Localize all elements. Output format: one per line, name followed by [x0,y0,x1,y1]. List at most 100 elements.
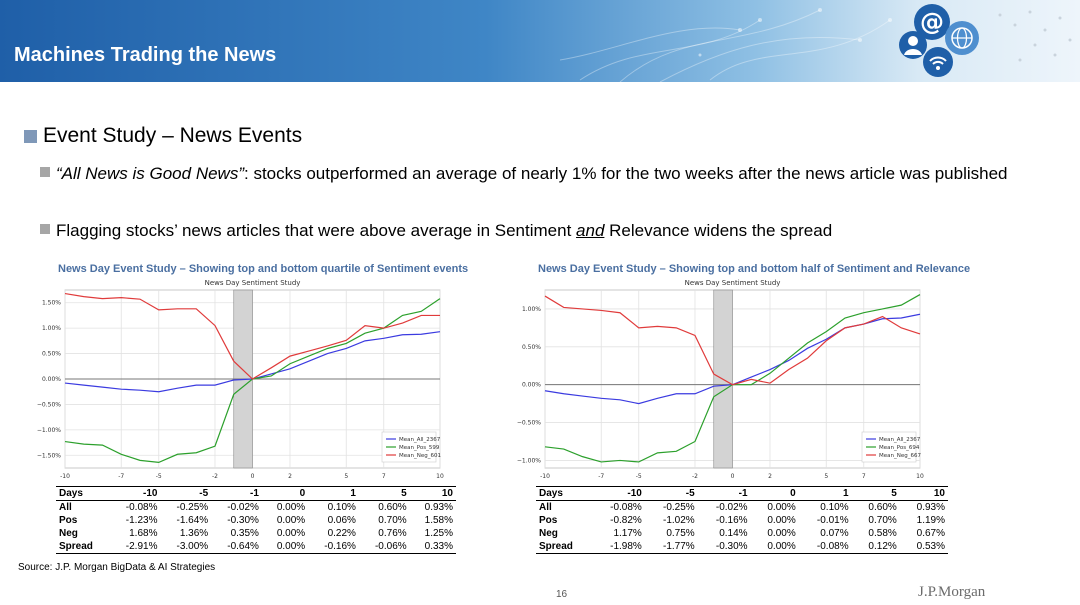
x-tick-label: -5 [156,473,162,480]
x-tick-label: -2 [212,473,218,480]
table-cell: 0.35% [230,528,259,539]
table-cell: 0.00% [750,540,799,554]
table-cell: 0.10% [820,502,849,513]
table-header-cell: 0 [261,486,309,501]
bullet-2-before: Flagging stocks’ news articles that were… [56,221,577,240]
y-tick-label: 0.50% [42,351,61,358]
y-tick-label: −1.00% [37,427,61,434]
bullet-1-text: “All News is Good News”: stocks outperfo… [56,162,1008,185]
chart-subtitle: News Day Sentiment Study [685,279,781,287]
y-tick-label: 0.50% [522,344,541,351]
table-cell: -2.91% [109,540,161,554]
table-cell: 0.33% [409,540,456,554]
chart-2-table: Days -10 -5 -1 0 1 5 10 All -0.08% -0.25% -0.02% 0.… [536,486,948,554]
chart-legend: Mean_All_2367 Mean_Pos_694 Mean_Neg_667 [861,431,921,463]
table-cell: 1.58% [424,515,453,526]
y-tick-label: −0.50% [37,401,61,408]
bullet-2: Flagging stocks’ news articles that were… [40,219,1030,242]
table-cell: 0.00% [767,502,796,513]
table-cell: -0.01% [816,515,849,526]
bullet-1-body: : stocks outperformed an average of near… [244,164,1008,183]
table-cell: -0.08% [610,502,642,513]
x-tick-label: -10 [540,473,550,480]
table-cell: -0.16% [715,515,748,526]
x-tick-label: -10 [60,473,70,480]
table-cell: -0.08% [798,540,852,554]
x-tick-label: 0 [731,473,735,480]
y-tick-label: 1.00% [522,306,541,313]
jp-morgan-logo: J.P.Morgan [918,584,986,600]
table-cell: -0.82% [610,515,642,526]
x-tick-label: 2 [288,473,292,480]
table-header-row: Days -10 -5 -1 0 1 5 10 [56,486,456,501]
y-tick-label: −1.00% [517,457,541,464]
legend-label: Mean_Pos_694 [879,445,920,451]
table-header-cell: -10 [109,486,161,501]
table-cell: 0.75% [666,528,695,539]
table-cell: All [539,502,552,513]
square-bullet-icon [40,167,50,177]
table-cell: 0.06% [327,515,356,526]
table-cell: 0.00% [276,515,306,526]
table-cell: 0.76% [378,528,407,539]
table-cell: 0.00% [261,540,309,554]
table-cell: -1.98% [591,540,645,554]
chart-subtitle: News Day Sentiment Study [205,279,301,287]
table-row: Neg 1.17% 0.75% 0.14% 0.00% 0.07% 0.58% 0.67% [536,527,948,540]
x-tick-label: -7 [118,473,124,480]
x-tick-label: 5 [824,473,828,480]
table-cell: 0.00% [767,528,796,539]
table-cell: Pos [59,515,78,526]
table-cell: 0.53% [899,540,948,554]
table-header-cell: -1 [697,486,751,501]
table-header-cell: 1 [798,486,852,501]
chart-2-title: News Day Event Study – Showing top and b… [538,263,971,275]
table-header-cell: 5 [851,486,900,501]
table-cell: Neg [539,528,558,539]
bullet-2-after: Relevance widens the spread [604,221,833,240]
table-cell: 0.58% [868,528,897,539]
table-cell: 1.19% [916,515,945,526]
wifi-icon [923,47,953,77]
table-row: Neg 1.68% 1.36% 0.35% 0.00% 0.22% 0.76% 1.25% [56,527,456,540]
table-cell: -1.77% [644,540,698,554]
table-cell: 0.60% [868,502,897,513]
header-title: Machines Trading the News [14,44,277,66]
legend-label: Mean_Neg_601 [399,453,441,459]
legend-label: Mean_All_2367 [879,437,921,443]
legend-label: Mean_Pos_599 [399,445,440,451]
table-cell: 0.93% [424,502,453,513]
table-cell: -0.16% [308,540,359,554]
source-note: Source: J.P. Morgan BigData & AI Strateg… [18,562,216,573]
chart-2: News Day Sentiment Study -10 -7 -5 -2 0 2 5 7 10 1… [517,279,924,480]
table-cell: -0.06% [358,540,410,554]
table-cell: 0.67% [916,528,945,539]
table-cell: Spread [56,540,110,554]
table-row: Pos -0.82% -1.02% -0.16% 0.00% -0.01% 0.70% 1.1… [536,514,948,527]
email-icon: @ [914,4,950,40]
table-cell: 1.25% [424,528,453,539]
header-banner: @ Machines Trading the News [0,0,1080,82]
table-header-cell: -5 [644,486,698,501]
table-cell: 0.00% [276,502,306,513]
table-cell: -0.25% [176,502,209,513]
y-tick-label: 0.00% [522,382,541,389]
table-cell: 0.93% [916,502,945,513]
square-bullet-icon [40,224,50,234]
table-cell: 1.17% [613,528,642,539]
table-cell: 1.68% [129,528,158,539]
table-cell: Spread [536,540,592,554]
table-cell: 0.60% [378,502,407,513]
x-tick-label: 7 [862,473,866,480]
table-cell: Pos [539,515,558,526]
table-row: Pos -1.23% -1.64% -0.30% 0.00% 0.06% 0.70% 1.58… [56,514,456,527]
legend-label: Mean_All_2367 [399,437,441,443]
table-cell: -1.23% [125,515,158,526]
table-cell: 0.70% [378,515,407,526]
table-header-cell: Days [56,486,110,501]
bullet-2-emphasis: and [576,221,605,240]
square-bullet-icon [24,129,37,143]
page-number: 16 [556,589,568,600]
table-header-cell: 10 [899,486,948,501]
x-tick-label: 5 [344,473,348,480]
